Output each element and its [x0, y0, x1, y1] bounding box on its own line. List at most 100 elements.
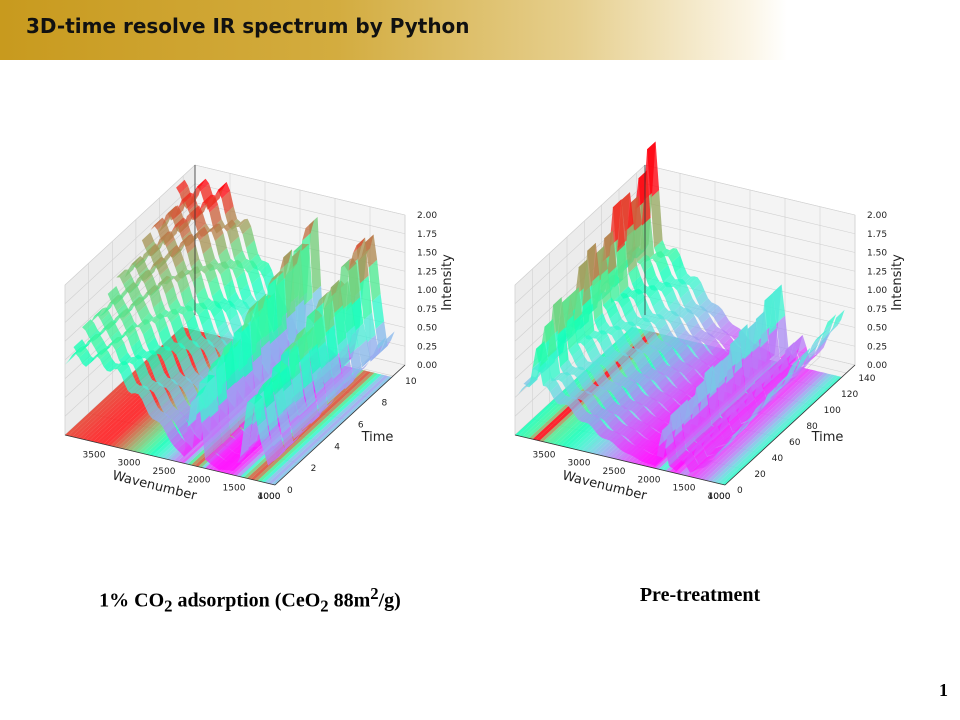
surface-patch	[672, 374, 685, 387]
surface-patch	[166, 426, 179, 441]
surface-patch	[161, 399, 174, 414]
surface-patch	[141, 232, 154, 249]
floor-contour-band	[721, 376, 842, 485]
surface-patch	[127, 329, 140, 348]
surface-patch	[173, 437, 186, 450]
surface-patch	[169, 205, 182, 221]
surface-patch	[635, 317, 648, 327]
surface-patch	[171, 217, 184, 232]
surface-patch	[801, 355, 814, 370]
y-tick-label: 6	[358, 421, 364, 431]
surface-patch	[593, 407, 606, 418]
surface-patch	[84, 333, 97, 347]
surface-patch	[768, 328, 781, 368]
surface-patch	[584, 338, 597, 354]
surface-patch	[747, 413, 760, 423]
surface-patch	[234, 300, 247, 311]
surface-patch	[201, 263, 214, 274]
surface-patch	[679, 382, 692, 393]
surface-patch	[261, 435, 273, 454]
surface-patch	[626, 288, 639, 298]
surface-patch	[243, 394, 256, 432]
surface-patch	[782, 369, 795, 386]
surface-patch	[659, 264, 672, 283]
surface-patch	[208, 356, 221, 373]
x-tick-label: 2500	[603, 467, 626, 477]
surface-patch	[729, 414, 742, 432]
surface-patch	[621, 426, 634, 437]
surface-patch	[637, 254, 649, 265]
surface-patch	[614, 387, 627, 402]
surface-patch	[650, 371, 663, 381]
surface-patch	[266, 400, 279, 432]
surface-patch	[273, 438, 286, 459]
surface-patch	[606, 431, 618, 441]
surface-patch	[572, 348, 585, 365]
surface-patch	[713, 309, 726, 323]
surface-patch	[641, 344, 654, 354]
surface-patch	[194, 384, 207, 401]
surface-patch	[259, 377, 272, 391]
surface-patch	[358, 339, 371, 368]
surface-patch	[644, 345, 657, 357]
surface-patch	[646, 331, 659, 346]
surface-patch	[746, 399, 759, 416]
gridline	[644, 183, 856, 235]
surface-patch	[205, 451, 217, 463]
surface-patch	[622, 378, 635, 389]
surface-patch	[175, 305, 188, 315]
surface-patch	[128, 285, 141, 302]
surface-patch	[193, 376, 206, 389]
surface-patch	[708, 357, 721, 369]
surface-patch	[171, 411, 184, 423]
surface-patch	[203, 342, 216, 358]
y-axis-label: Time	[811, 430, 844, 445]
surface-patch	[637, 451, 650, 462]
surface-patch	[648, 388, 661, 399]
surface-plot-pretreatment: 4000 3500 3000 2500 2000 1500 1000 0 20 40 60 80 100…	[490, 140, 920, 560]
surface-patch	[694, 306, 707, 318]
x-tick-label: 1000	[258, 492, 281, 502]
surface-patch	[166, 239, 179, 256]
surface-patch	[598, 356, 611, 365]
gridline	[194, 164, 406, 216]
surface-patch	[200, 339, 213, 351]
surface-patch	[600, 410, 613, 421]
surface-patch	[293, 327, 306, 345]
surface-patch	[620, 357, 633, 372]
surface-patch	[593, 367, 606, 383]
caption-part: 1% CO	[99, 589, 165, 612]
surface-patch	[646, 442, 659, 453]
surface-patch	[139, 319, 152, 335]
surface-patch	[173, 391, 186, 408]
surface-patch	[671, 254, 684, 273]
surface-patch	[651, 456, 664, 467]
surface-patch	[691, 440, 704, 457]
surface-patch	[589, 362, 602, 376]
surface-patch	[217, 320, 230, 339]
surface-patch	[198, 384, 210, 424]
surface-patch	[142, 284, 155, 298]
y-tick-label: 120	[841, 390, 858, 400]
surface-patch	[671, 389, 684, 400]
surface-patch	[581, 377, 594, 392]
surface-patch	[609, 432, 622, 443]
surface-patch	[722, 337, 735, 350]
surface-patch	[616, 406, 629, 418]
surface-patch	[240, 324, 253, 378]
surface-patch	[548, 349, 561, 382]
surface-patch	[599, 335, 612, 352]
surface-patch	[676, 378, 689, 391]
surface-patch	[785, 375, 798, 386]
surface-patch	[99, 320, 112, 333]
floor-contour-band	[264, 374, 385, 484]
surface-patch	[682, 310, 695, 324]
surface-patch	[162, 378, 175, 388]
surface-patch	[151, 313, 164, 324]
surface-patch	[165, 286, 178, 307]
surface-patch	[651, 433, 664, 443]
surface-patch	[612, 372, 625, 385]
surface-patch	[817, 333, 830, 350]
surface-patch	[630, 288, 643, 300]
surface-patch	[665, 367, 678, 378]
